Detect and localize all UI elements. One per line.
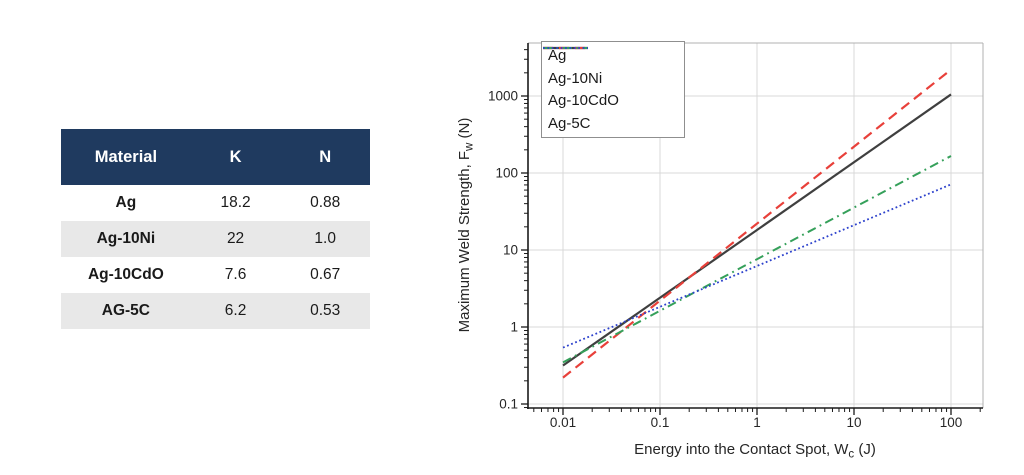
cell-material: AG-5C — [101, 302, 150, 320]
legend-entry-ag-10cdo: Ag-10CdO — [543, 47, 684, 112]
svg-text:0.01: 0.01 — [550, 415, 576, 430]
table-row: Ag-10Ni 22 1.0 — [61, 221, 370, 257]
svg-text:Energy into the Contact Spot,: Energy into the Contact Spot, Wc (J) — [634, 441, 876, 461]
svg-text:1000: 1000 — [488, 89, 518, 104]
chart-legend: Ag Ag-10Ni Ag-10CdO Ag-5C — [541, 41, 685, 138]
svg-text:1: 1 — [753, 415, 761, 430]
cell-material: Ag-10Ni — [96, 230, 156, 248]
header-k: K — [229, 147, 242, 166]
cell-n: 0.53 — [310, 302, 341, 320]
svg-text:0.1: 0.1 — [651, 415, 670, 430]
cell-n: 1.0 — [314, 230, 336, 248]
cell-n: 0.88 — [310, 194, 341, 212]
legend-entry-ag-5c: Ag-5C — [543, 47, 684, 135]
svg-text:100: 100 — [495, 166, 518, 181]
cell-material: Ag — [115, 194, 137, 212]
cell-n: 0.67 — [310, 266, 341, 284]
svg-text:Maximum Weld Strength, Fw (N): Maximum Weld Strength, Fw (N) — [456, 118, 476, 333]
legend-line-sample — [543, 47, 588, 49]
svg-text:100: 100 — [940, 415, 963, 430]
svg-text:0.1: 0.1 — [499, 397, 518, 412]
cell-k: 7.6 — [224, 266, 247, 284]
table-row: Ag 18.2 0.88 — [61, 185, 370, 221]
table-row: Ag-10CdO 7.6 0.67 — [61, 257, 370, 293]
legend-label: Ag-10Ni — [548, 69, 603, 87]
legend-entry-ag-10ni: Ag-10Ni — [543, 46, 684, 89]
legend-label: Ag — [548, 46, 567, 64]
svg-text:10: 10 — [846, 415, 861, 430]
material-constants-table: Material K N Ag 18.2 0.88 Ag-10Ni 22 1.0… — [61, 129, 370, 329]
svg-text:10: 10 — [503, 243, 518, 258]
cell-k: 6.2 — [224, 302, 247, 320]
legend-label: Ag-5C — [548, 115, 591, 133]
svg-text:1: 1 — [510, 320, 518, 335]
table-header-row: Material K N — [61, 129, 370, 185]
plot-svg: 0.01 0.1 1 10 100 0.1 1 10 100 1000 Energy into th… — [456, 42, 984, 461]
header-n: N — [319, 147, 332, 166]
legend-label: Ag-10CdO — [548, 92, 619, 110]
table-row: AG-5C 6.2 0.53 — [61, 293, 370, 329]
cell-k: 22 — [226, 230, 245, 248]
cell-material: Ag-10CdO — [87, 266, 164, 284]
weld-strength-chart: 0.01 0.1 1 10 100 0.1 1 10 100 1000 Energy into th… — [455, 10, 1000, 470]
cell-k: 18.2 — [220, 194, 251, 212]
header-material: Material — [94, 147, 158, 166]
